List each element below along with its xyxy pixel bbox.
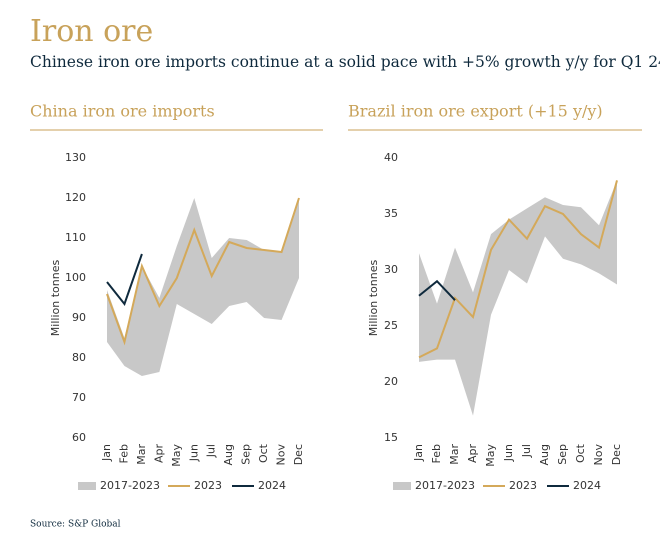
legend-label: 2017-2023 xyxy=(100,479,160,492)
x-tick-label: Feb xyxy=(430,444,443,463)
x-tick-label: Feb xyxy=(117,444,130,463)
x-tick-label: Dec xyxy=(610,444,623,465)
legend-swatch xyxy=(393,482,411,490)
y-axis-label: Million tonnes xyxy=(49,260,62,337)
x-tick-label: Nov xyxy=(275,444,288,466)
x-tick-label: Nov xyxy=(592,444,605,466)
x-tick-label: Jul xyxy=(520,444,533,458)
y-tick-label: 25 xyxy=(384,319,398,332)
page-title: Iron ore xyxy=(30,14,153,49)
y-tick-label: 20 xyxy=(384,375,398,388)
y-tick-label: 130 xyxy=(65,151,86,164)
x-tick-label: Aug xyxy=(538,444,551,465)
y-tick-label: 120 xyxy=(65,191,86,204)
legend-label: 2024 xyxy=(573,479,601,492)
x-tick-label: May xyxy=(170,444,183,467)
x-tick-label: Mar xyxy=(135,444,148,465)
x-tick-label: Jun xyxy=(187,444,200,462)
x-tick-label: Oct xyxy=(257,443,270,463)
x-tick-label: Oct xyxy=(574,443,587,463)
x-tick-label: Aug xyxy=(222,444,235,465)
chart-title: Brazil iron ore export (+15 y/y) xyxy=(348,102,603,121)
y-axis-label: Million tonnes xyxy=(367,260,380,337)
legend-label: 2023 xyxy=(194,479,222,492)
y-tick-label: 70 xyxy=(72,391,86,404)
x-tick-label: Jan xyxy=(100,444,113,462)
chart-title: China iron ore imports xyxy=(30,102,215,121)
y-tick-label: 100 xyxy=(65,271,86,284)
series-line xyxy=(418,279,456,301)
x-tick-label: Dec xyxy=(292,444,305,465)
x-tick-label: May xyxy=(484,444,497,467)
series-line xyxy=(106,253,143,307)
legend-swatch xyxy=(78,482,96,490)
y-tick-label: 30 xyxy=(384,263,398,276)
x-tick-label: Jul xyxy=(205,444,218,458)
y-tick-label: 90 xyxy=(72,311,86,324)
legend-label: 2017-2023 xyxy=(415,479,475,492)
source: Source: S&P Global xyxy=(30,520,121,530)
y-tick-label: 15 xyxy=(384,431,398,444)
x-tick-label: Sep xyxy=(240,444,253,465)
y-tick-label: 35 xyxy=(384,207,398,220)
x-tick-label: Mar xyxy=(448,444,461,465)
legend-label: 2024 xyxy=(258,479,286,492)
range-band xyxy=(419,180,617,416)
x-tick-label: Apr xyxy=(466,444,479,464)
page-subtitle: Chinese iron ore imports continue at a s… xyxy=(30,53,660,71)
legend-label: 2023 xyxy=(509,479,537,492)
x-tick-label: Sep xyxy=(556,444,569,465)
x-tick-label: Jun xyxy=(502,444,515,462)
x-tick-label: Jan xyxy=(412,444,425,462)
range-band xyxy=(107,198,299,376)
series-line xyxy=(106,197,300,346)
series-line xyxy=(418,180,618,359)
y-tick-label: 40 xyxy=(384,151,398,164)
x-tick-label: Apr xyxy=(152,444,165,464)
y-tick-label: 110 xyxy=(65,231,86,244)
y-tick-label: 60 xyxy=(72,431,86,444)
y-tick-label: 80 xyxy=(72,351,86,364)
